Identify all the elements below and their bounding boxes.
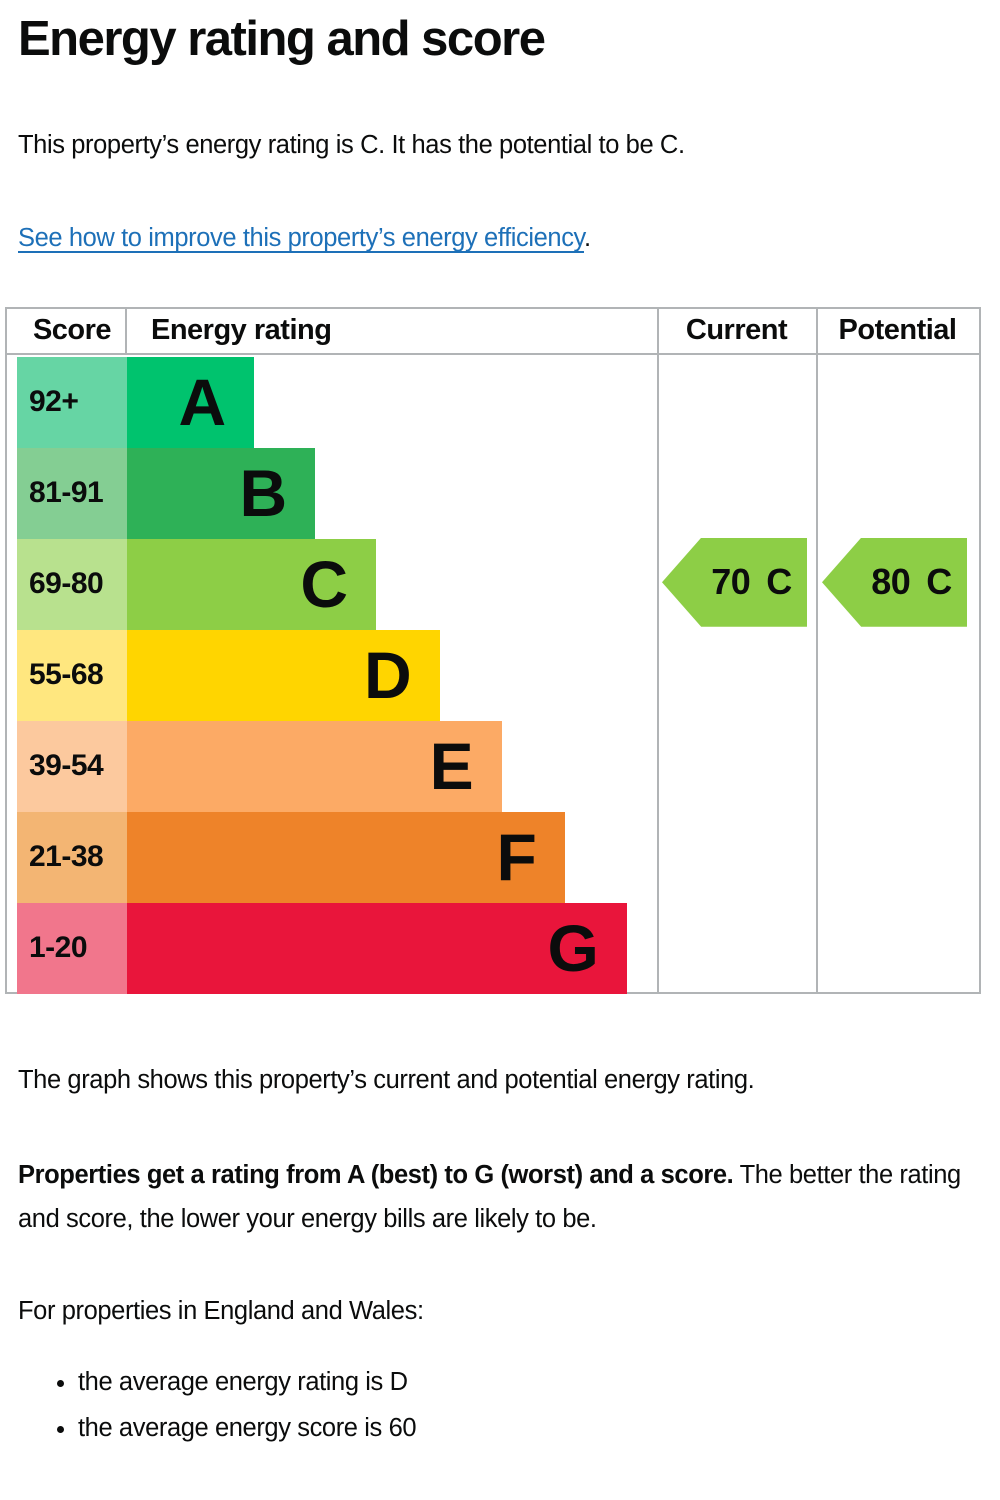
score-range: 92+ — [17, 356, 127, 448]
epc-page: Energy rating and score This property’s … — [0, 0, 1000, 1443]
link-period: . — [584, 223, 591, 252]
intro-text: This property’s energy rating is C. It h… — [18, 130, 685, 159]
score-range: 21-38 — [17, 811, 127, 903]
band-row-b: 81-91 B — [17, 447, 657, 539]
averages-list: the average energy rating is D the avera… — [18, 1368, 982, 1443]
band-letter: A — [178, 365, 227, 440]
potential-rating-arrow: 80 C — [822, 537, 967, 627]
list-item-average-score: the average energy score is 60 — [78, 1414, 982, 1443]
column-header-energy-rating: Energy rating — [151, 314, 332, 347]
band-row-d: 55-68 D — [17, 629, 657, 721]
band-row-c: 69-80 C — [17, 538, 657, 630]
band-letter: G — [547, 911, 599, 986]
rating-bar: F — [127, 811, 565, 903]
rating-bar: E — [127, 720, 502, 812]
band-letter: E — [429, 729, 474, 804]
potential-score: 80 — [871, 561, 911, 603]
band-letter: D — [364, 638, 412, 713]
page-title: Energy rating and score — [18, 12, 546, 66]
band-row-g: 1-20 G — [17, 902, 657, 994]
improve-link-line: See how to improve this property’s energ… — [18, 224, 982, 253]
rating-bar: C — [127, 538, 377, 630]
rating-bar-area: B — [127, 447, 657, 539]
column-header-score: Score — [32, 314, 112, 347]
score-range: 39-54 — [17, 720, 127, 812]
rating-bar-area: G — [127, 902, 657, 994]
band-letter: F — [496, 820, 537, 895]
band-letter: B — [239, 456, 288, 531]
column-header-potential: Potential — [838, 314, 957, 347]
score-range: 1-20 — [17, 902, 127, 994]
band-row-a: 92+ A — [17, 356, 657, 448]
rating-bar-area: C — [127, 538, 657, 630]
band-row-f: 21-38 F — [17, 811, 657, 903]
rating-bar: A — [127, 356, 255, 448]
current-band-letter: C — [766, 561, 792, 603]
band-rows: 92+ A 81-91 B 69-80 C — [17, 356, 657, 994]
band-row-e: 39-54 E — [17, 720, 657, 812]
rating-bar-area: D — [127, 629, 657, 721]
column-divider-potential — [816, 308, 818, 992]
rating-bar-area: E — [127, 720, 657, 812]
rating-bar: B — [127, 447, 316, 539]
column-divider-current — [657, 308, 659, 992]
score-range: 81-91 — [17, 447, 127, 539]
rating-bar: G — [127, 902, 627, 994]
improve-efficiency-link[interactable]: See how to improve this property’s energ… — [18, 223, 584, 252]
graph-caption: The graph shows this property’s current … — [18, 1065, 755, 1094]
graph-header-row: Score Energy rating Current Potential — [7, 309, 979, 355]
rating-bar-area: F — [127, 811, 657, 903]
current-score: 70 — [711, 561, 751, 603]
rating-explanation: Properties get a rating from A (best) to… — [18, 1153, 993, 1241]
energy-rating-graph: Score Energy rating Current Potential 92… — [5, 306, 981, 994]
rating-explanation-rest: The better the rating and score, the low… — [18, 1160, 961, 1233]
column-header-current: Current — [685, 314, 788, 347]
header-divider-score — [125, 308, 127, 355]
potential-band-letter: C — [926, 561, 952, 603]
regions-heading: For properties in England and Wales: — [18, 1296, 424, 1325]
rating-bar-area: A — [127, 356, 657, 448]
band-letter: C — [300, 547, 349, 622]
current-rating-arrow: 70 C — [662, 537, 807, 627]
score-range: 55-68 — [17, 629, 127, 721]
score-range: 69-80 — [17, 538, 127, 630]
rating-bar: D — [127, 629, 440, 721]
rating-explanation-bold: Properties get a rating from A (best) to… — [18, 1160, 734, 1189]
list-item-average-rating: the average energy rating is D — [78, 1368, 982, 1397]
